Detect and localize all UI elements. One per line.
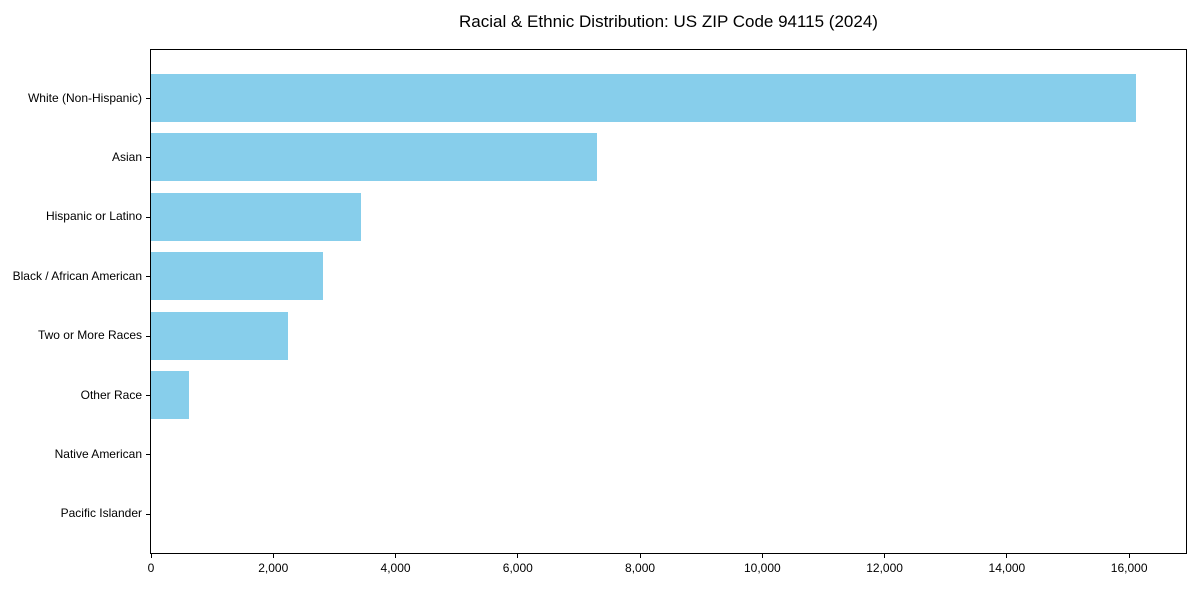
x-tick-label: 14,000 — [988, 561, 1026, 575]
x-axis-tick — [1006, 554, 1008, 558]
y-tick-label: Black / African American — [12, 268, 142, 283]
x-tick-label: 2,000 — [258, 561, 289, 575]
x-axis-tick — [884, 554, 886, 558]
bar — [151, 311, 288, 360]
bar — [151, 192, 362, 241]
y-tick-label: Pacific Islander — [60, 506, 142, 521]
x-tick-label: 8,000 — [625, 561, 656, 575]
y-axis-tick — [146, 276, 150, 277]
x-axis-tick — [150, 554, 152, 558]
x-tick-label: 10,000 — [743, 561, 781, 575]
x-axis-tick — [395, 554, 397, 558]
y-tick-label: Other Race — [80, 387, 142, 402]
x-axis-tick — [1128, 554, 1130, 558]
y-tick-label: White (Non-Hispanic) — [27, 90, 142, 105]
y-axis-tick — [146, 395, 150, 396]
y-axis-tick — [146, 98, 150, 99]
y-axis-tick — [146, 157, 150, 158]
bar — [151, 133, 597, 182]
x-tick-label: 16,000 — [1110, 561, 1148, 575]
y-tick-label: Asian — [111, 149, 142, 164]
bar — [151, 371, 189, 419]
y-axis-tick — [146, 454, 150, 455]
x-tick-label: 6,000 — [502, 561, 533, 575]
y-tick-label: Hispanic or Latino — [45, 209, 142, 224]
x-axis-tick — [517, 554, 519, 558]
x-axis-tick — [761, 554, 763, 558]
x-axis-tick — [272, 554, 274, 558]
x-tick-label: 4,000 — [380, 561, 411, 575]
y-tick-label: Native American — [54, 446, 142, 461]
y-axis-tick — [146, 514, 150, 515]
bar — [151, 74, 1137, 122]
bar — [151, 252, 323, 301]
chart-title: Racial & Ethnic Distribution: US ZIP Cod… — [459, 12, 878, 31]
plot-area: White (Non-Hispanic) Asian Hispanic or Lat… — [13, 49, 1187, 575]
x-tick-label: 0 — [147, 561, 155, 575]
y-axis-tick — [146, 336, 150, 337]
x-tick-label: 12,000 — [866, 561, 903, 575]
x-axis-tick — [639, 554, 641, 558]
y-axis-tick — [146, 217, 150, 218]
y-tick-label: Two or More Races — [37, 328, 142, 343]
